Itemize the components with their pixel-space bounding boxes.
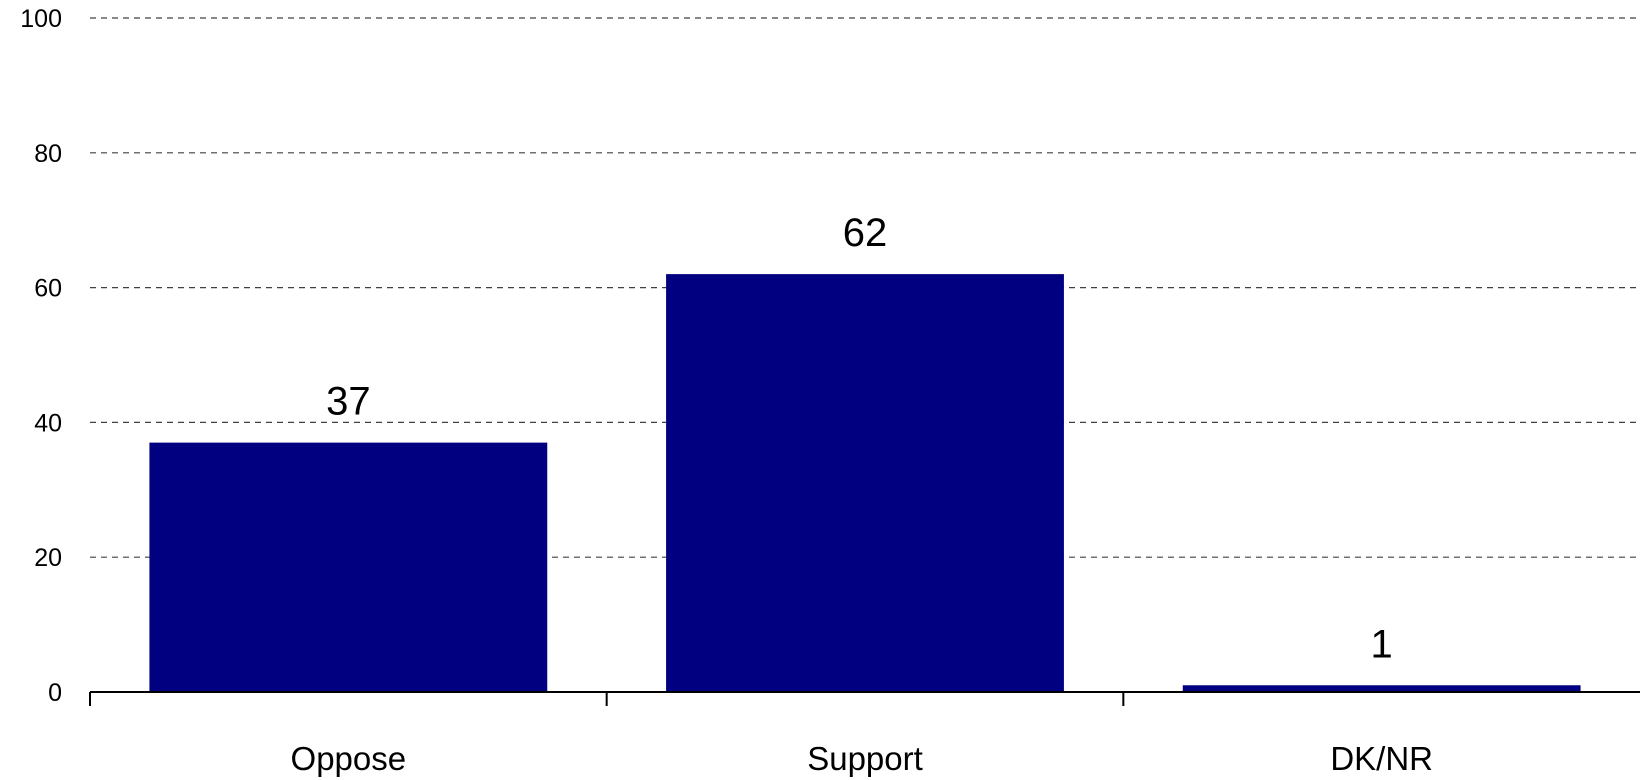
x-tick-label: Oppose	[291, 740, 407, 777]
y-tick-label: 100	[20, 5, 62, 33]
bar	[666, 274, 1064, 692]
x-tick-label: Support	[807, 740, 923, 777]
bars	[149, 274, 1581, 692]
data-label: 62	[843, 211, 888, 255]
x-axis-tick-labels: Oppose Support DK/NR	[291, 740, 1433, 777]
data-labels: 37 62 1	[326, 211, 1393, 666]
y-tick-label: 80	[34, 140, 62, 168]
data-label: 37	[326, 380, 371, 424]
data-label: 1	[1371, 622, 1393, 666]
y-tick-label: 40	[34, 409, 62, 437]
bar	[1182, 685, 1581, 692]
y-tick-label: 60	[34, 275, 62, 303]
y-axis-tick-labels: 0 20 40 60 80 100	[20, 5, 62, 707]
x-axis	[89, 691, 1640, 706]
x-tick-label: DK/NR	[1330, 740, 1433, 777]
y-tick-label: 0	[48, 679, 62, 707]
bar	[149, 442, 548, 692]
y-tick-label: 20	[34, 544, 62, 572]
